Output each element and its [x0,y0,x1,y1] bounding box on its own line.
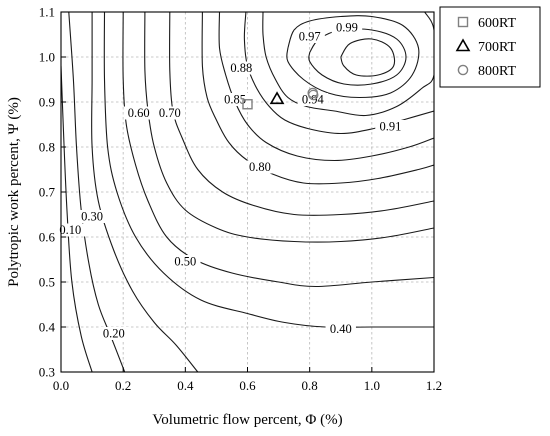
contour-label-bg [375,120,406,133]
y-axis-title: Polytropic work percent, Ψ (%) [6,97,22,287]
contour-line-0.30 [91,12,199,372]
contour-line-0.99 [340,38,396,77]
x-tick-label: 0.8 [302,378,318,393]
y-tick-label: 0.3 [39,365,55,380]
x-axis-title: Volumetric flow percent, Φ (%) [152,412,342,428]
contour-label-bg [325,322,356,336]
contour-line-0.91 [262,12,434,117]
contour-label: 0.85 [224,93,246,107]
marker-700RT [269,91,285,105]
contour-label-bg [170,255,201,268]
legend: 600RT 700RT 800RT [439,6,541,88]
y-tick-label: 1.0 [39,50,55,65]
contour-label-bg [154,106,185,120]
contour-label-bg [123,106,154,120]
y-tick-label: 0.9 [39,95,55,110]
x-tick-label: 1.2 [426,378,442,393]
x-tick-label: 0.6 [239,378,256,393]
contour-label-bg [331,21,363,34]
contour-label-bg [244,160,276,174]
x-tick-label: 0.4 [177,378,194,393]
contour-label: 0.91 [380,120,402,134]
contour-line-0.10 [61,65,93,372]
marker-600RT [242,99,253,110]
contour-label: 0.99 [336,21,358,35]
contour-line-0.70 [169,12,434,216]
contour-label: 0.97 [299,30,321,44]
contour-labels: 0.10 0.20 0.30 0.40 0.50 0.60 0.70 0.80 0.85 0.88… [55,21,406,341]
contour-label: 0.50 [174,255,196,269]
contour-label-bg [55,223,86,237]
contour-label: 0.70 [159,106,181,120]
legend-label: 800RT [478,64,516,79]
legend-marker-700RT [455,38,471,52]
legend-marker-800RT [457,64,469,76]
legend-label: 600RT [478,16,516,31]
x-axis: 0.0 0.2 0.4 0.6 0.8 1.0 1.2 [53,367,442,393]
contour-label: 0.88 [230,61,252,75]
contour-label: 0.80 [249,160,271,174]
contour-label: 0.10 [59,223,81,237]
x-tick-label: 0.0 [53,378,69,393]
legend-box [439,6,541,88]
legend-marker-600RT [457,16,469,28]
operating-points [242,87,319,110]
contour-label-bg [294,30,325,43]
x-tick-label: 1.0 [364,378,380,393]
marker-800RT-overlap [308,89,319,101]
contour-line-0.94 [286,15,420,99]
contour-label-bg [76,210,108,223]
contour-label: 0.40 [330,322,352,336]
y-tick-label: 0.7 [39,185,56,200]
y-tick-label: 0.5 [39,275,55,290]
contour-line-0.85 [218,12,434,162]
contour-label: 0.20 [103,327,125,341]
y-axis: 0.3 0.4 0.5 0.6 0.7 0.8 0.9 1.0 1.1 [39,5,66,380]
contour-label-bg [98,327,130,340]
contour-label-bg [226,61,257,75]
legend-label: 700RT [478,40,516,55]
y-tick-label: 0.6 [39,230,56,245]
contour-label: 0.60 [128,106,150,120]
contour-label: 0.30 [81,210,103,224]
x-tick-label: 0.2 [115,378,131,393]
y-tick-label: 0.8 [39,140,55,155]
y-tick-label: 1.1 [39,5,55,20]
y-tick-label: 0.4 [39,320,56,335]
